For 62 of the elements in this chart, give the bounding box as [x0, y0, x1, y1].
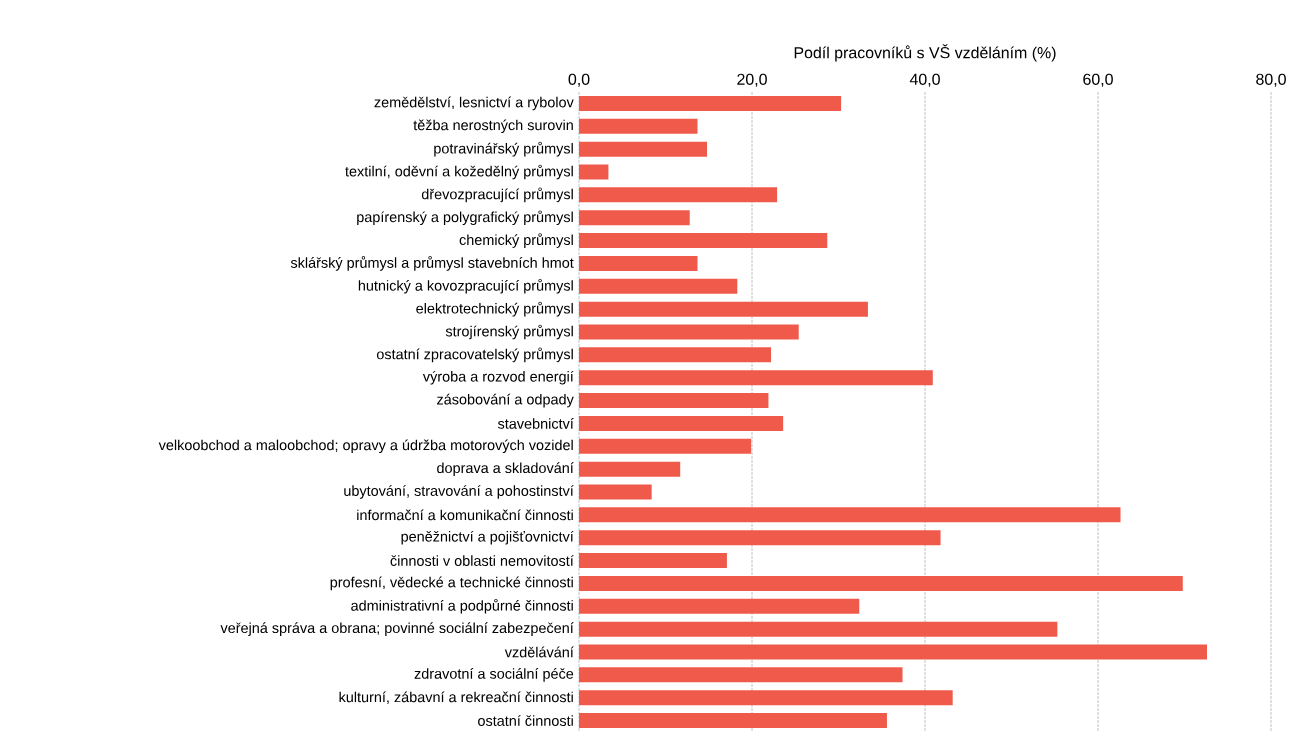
x-tick-label: 40,0 — [909, 73, 940, 88]
bar — [579, 530, 941, 546]
bar — [579, 210, 690, 226]
bar — [579, 690, 953, 706]
y-tick-label: profesní, vědecké a technické činnosti — [330, 576, 573, 591]
y-tick-label: dřevozpracující průmysl — [421, 187, 573, 203]
y-tick-label: zásobování a odpady — [437, 393, 574, 408]
bar — [579, 278, 738, 294]
y-tick-label: peněžnictví a pojišťovnictví — [401, 531, 574, 545]
y-tick-label: ubytování, stravování a pohostinství — [344, 485, 574, 500]
bar — [579, 233, 828, 249]
bar — [579, 461, 681, 477]
y-tick-label: sklářský průmysl a průmysl stavebních hmot — [290, 256, 574, 271]
y-tick-label: ostatní zpracovatelský průmysl — [376, 347, 573, 363]
x-axis-title: Podíl pracovníků s VŠ vzděláním (%) — [794, 44, 1056, 62]
y-tick-label: těžba nerostných surovin — [413, 119, 573, 134]
y-tick-label: činnosti v oblasti nemovitostí — [390, 555, 574, 567]
y-tick-label: ostatní činnosti — [478, 715, 573, 727]
x-tick-label: 0,0 — [568, 73, 590, 88]
bar — [579, 484, 652, 500]
bar — [579, 324, 799, 340]
bar — [579, 96, 842, 112]
x-tick-label: 80,0 — [1256, 73, 1286, 88]
y-tick-label: kulturní, zábavní a rekreační činnosti — [339, 691, 573, 705]
bar — [579, 713, 887, 729]
y-tick-label: vzdělávání — [504, 646, 574, 658]
bar — [579, 141, 708, 157]
bar — [579, 118, 698, 134]
y-tick-label: veřejná správa a obrana; povinné sociální zabezpečení — [220, 622, 574, 637]
y-tick-label: papírenský a polygrafický průmysl — [357, 210, 573, 226]
bar — [579, 598, 860, 614]
y-tick-label: zdravotní a sociální péče — [414, 668, 574, 682]
x-tick-label: 60,0 — [1083, 73, 1113, 88]
bar — [579, 621, 1058, 637]
bar — [579, 301, 868, 317]
bar — [579, 416, 784, 432]
bar — [579, 187, 778, 203]
bar — [579, 576, 1183, 592]
y-tick-label: strojírenský průmysl — [445, 324, 573, 340]
y-tick-label: administrativní a podpůrné činnosti — [351, 599, 573, 614]
bar — [579, 256, 698, 272]
bar — [579, 347, 772, 363]
y-tick-label: elektrotechnický průmysl — [416, 302, 573, 317]
bar — [579, 164, 609, 180]
y-tick-label: výroba a rozvod energií — [422, 371, 574, 385]
y-tick-label: informační a komunikační činnosti — [357, 509, 573, 521]
bar — [579, 667, 903, 683]
y-tick-label: textilní, oděvní a kožedělný průmysl — [345, 164, 573, 180]
y-tick-label: doprava a skladování — [437, 462, 574, 477]
bar — [579, 393, 769, 409]
x-tick-label: 20,0 — [737, 73, 767, 88]
bar — [579, 438, 752, 454]
y-tick-label: zemědělství, lesnictví a rybolov — [374, 96, 574, 111]
bar — [579, 507, 1121, 523]
bar — [579, 370, 933, 386]
y-tick-label: chemický průmysl — [459, 233, 573, 249]
y-tick-label: stavebnictví — [497, 418, 574, 430]
y-tick-label: potravinářský průmysl — [434, 142, 573, 157]
y-tick-label: hutnický a kovozpracující průmysl — [358, 279, 573, 294]
y-tick-label: velkoobchod a maloobchod; opravy a údržba motorových vozidel — [158, 439, 573, 454]
bar — [579, 644, 1207, 660]
bar — [579, 553, 727, 569]
